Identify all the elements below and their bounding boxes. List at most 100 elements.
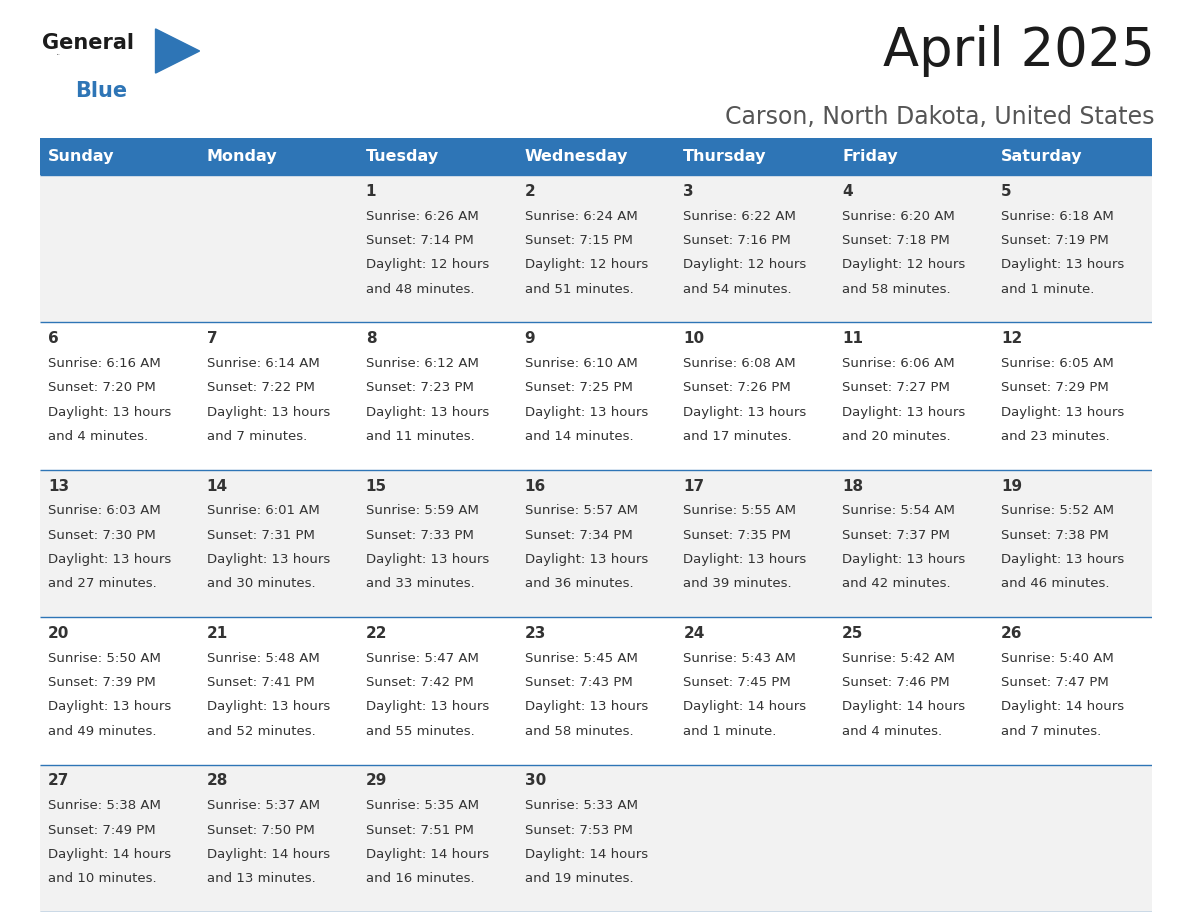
Text: Daylight: 14 hours: Daylight: 14 hours [525, 848, 647, 861]
Text: Daylight: 12 hours: Daylight: 12 hours [683, 258, 807, 272]
Text: Sunset: 7:30 PM: Sunset: 7:30 PM [48, 529, 156, 542]
Text: Daylight: 13 hours: Daylight: 13 hours [366, 700, 489, 713]
Text: and 4 minutes.: and 4 minutes. [48, 430, 148, 443]
Text: Sunrise: 6:18 AM: Sunrise: 6:18 AM [1001, 209, 1114, 223]
Text: Sunset: 7:35 PM: Sunset: 7:35 PM [683, 529, 791, 542]
Text: Sunrise: 5:40 AM: Sunrise: 5:40 AM [1001, 652, 1114, 665]
Text: 28: 28 [207, 774, 228, 789]
Bar [358, 138, 517, 175]
Text: 16: 16 [525, 478, 545, 494]
Text: Sunset: 7:19 PM: Sunset: 7:19 PM [1001, 234, 1108, 247]
Text: Sunset: 7:43 PM: Sunset: 7:43 PM [525, 677, 632, 689]
Text: 13: 13 [48, 478, 69, 494]
Text: and 23 minutes.: and 23 minutes. [1001, 430, 1110, 443]
Bar [40, 322, 1152, 470]
Text: Sunset: 7:38 PM: Sunset: 7:38 PM [1001, 529, 1108, 542]
Text: Sunrise: 6:01 AM: Sunrise: 6:01 AM [207, 504, 320, 518]
Text: Sunrise: 6:08 AM: Sunrise: 6:08 AM [683, 357, 796, 370]
Text: Sunset: 7:25 PM: Sunset: 7:25 PM [525, 381, 632, 395]
Text: Friday: Friday [842, 149, 898, 164]
Text: Daylight: 14 hours: Daylight: 14 hours [207, 848, 330, 861]
Text: Tuesday: Tuesday [366, 149, 438, 164]
Text: Daylight: 14 hours: Daylight: 14 hours [842, 700, 966, 713]
Text: and 52 minutes.: and 52 minutes. [207, 725, 316, 738]
Text: Sunrise: 6:03 AM: Sunrise: 6:03 AM [48, 504, 160, 518]
Text: 1: 1 [366, 184, 377, 199]
Text: Sunset: 7:26 PM: Sunset: 7:26 PM [683, 381, 791, 395]
Text: Sunday: Sunday [48, 149, 114, 164]
Text: Sunset: 7:53 PM: Sunset: 7:53 PM [525, 823, 632, 836]
Text: 25: 25 [842, 626, 864, 641]
Text: 18: 18 [842, 478, 864, 494]
Text: Sunset: 7:22 PM: Sunset: 7:22 PM [207, 381, 315, 395]
Text: Sunrise: 5:35 AM: Sunrise: 5:35 AM [366, 800, 479, 812]
Text: Daylight: 12 hours: Daylight: 12 hours [842, 258, 966, 272]
Text: 10: 10 [683, 331, 704, 346]
Text: and 11 minutes.: and 11 minutes. [366, 430, 474, 443]
Text: Carson, North Dakota, United States: Carson, North Dakota, United States [725, 105, 1155, 129]
Text: Sunrise: 6:24 AM: Sunrise: 6:24 AM [525, 209, 637, 223]
Text: Sunset: 7:47 PM: Sunset: 7:47 PM [1001, 677, 1108, 689]
Text: Sunset: 7:34 PM: Sunset: 7:34 PM [525, 529, 632, 542]
Text: and 17 minutes.: and 17 minutes. [683, 430, 792, 443]
Text: Sunrise: 5:42 AM: Sunrise: 5:42 AM [842, 652, 955, 665]
Text: Sunrise: 5:43 AM: Sunrise: 5:43 AM [683, 652, 796, 665]
Text: Daylight: 13 hours: Daylight: 13 hours [48, 406, 171, 419]
Bar [40, 617, 1152, 765]
Text: and 49 minutes.: and 49 minutes. [48, 725, 157, 738]
Text: 12: 12 [1001, 331, 1023, 346]
Text: Sunrise: 6:05 AM: Sunrise: 6:05 AM [1001, 357, 1114, 370]
Text: and 20 minutes.: and 20 minutes. [842, 430, 950, 443]
Text: Sunrise: 5:37 AM: Sunrise: 5:37 AM [207, 800, 320, 812]
Text: Daylight: 13 hours: Daylight: 13 hours [683, 553, 807, 566]
Text: and 36 minutes.: and 36 minutes. [525, 577, 633, 590]
Text: Sunset: 7:33 PM: Sunset: 7:33 PM [366, 529, 474, 542]
Text: Sunset: 7:29 PM: Sunset: 7:29 PM [1001, 381, 1108, 395]
Text: Sunrise: 5:54 AM: Sunrise: 5:54 AM [842, 504, 955, 518]
Text: General: General [42, 33, 133, 52]
Text: Daylight: 14 hours: Daylight: 14 hours [366, 848, 488, 861]
Text: Sunset: 7:14 PM: Sunset: 7:14 PM [366, 234, 473, 247]
Text: 3: 3 [683, 184, 694, 199]
Text: Sunrise: 5:52 AM: Sunrise: 5:52 AM [1001, 504, 1114, 518]
Text: Daylight: 13 hours: Daylight: 13 hours [366, 406, 489, 419]
Text: Sunset: 7:46 PM: Sunset: 7:46 PM [842, 677, 950, 689]
Text: Sunrise: 6:22 AM: Sunrise: 6:22 AM [683, 209, 796, 223]
Bar [198, 138, 358, 175]
Text: Daylight: 14 hours: Daylight: 14 hours [683, 700, 807, 713]
Text: and 48 minutes.: and 48 minutes. [366, 283, 474, 296]
Text: and 10 minutes.: and 10 minutes. [48, 872, 157, 885]
Text: 19: 19 [1001, 478, 1022, 494]
Text: 29: 29 [366, 774, 387, 789]
Text: 27: 27 [48, 774, 69, 789]
Text: Sunrise: 5:33 AM: Sunrise: 5:33 AM [525, 800, 638, 812]
Text: Sunset: 7:18 PM: Sunset: 7:18 PM [842, 234, 950, 247]
Text: 8: 8 [366, 331, 377, 346]
Polygon shape [156, 28, 200, 73]
Text: 30: 30 [525, 774, 545, 789]
Text: Sunset: 7:31 PM: Sunset: 7:31 PM [207, 529, 315, 542]
Text: and 1 minute.: and 1 minute. [1001, 283, 1094, 296]
Text: 24: 24 [683, 626, 704, 641]
Text: 21: 21 [207, 626, 228, 641]
Bar [40, 175, 1152, 322]
Text: Sunset: 7:51 PM: Sunset: 7:51 PM [366, 823, 474, 836]
Text: 9: 9 [525, 331, 535, 346]
Text: Daylight: 13 hours: Daylight: 13 hours [207, 700, 330, 713]
Text: Daylight: 13 hours: Daylight: 13 hours [207, 553, 330, 566]
Bar [40, 470, 1152, 617]
Text: Sunset: 7:41 PM: Sunset: 7:41 PM [207, 677, 315, 689]
Text: Daylight: 13 hours: Daylight: 13 hours [683, 406, 807, 419]
Text: 26: 26 [1001, 626, 1023, 641]
Text: Sunset: 7:42 PM: Sunset: 7:42 PM [366, 677, 473, 689]
Text: Sunset: 7:45 PM: Sunset: 7:45 PM [683, 677, 791, 689]
Text: 15: 15 [366, 478, 387, 494]
Text: 7: 7 [207, 331, 217, 346]
Text: and 39 minutes.: and 39 minutes. [683, 577, 792, 590]
Bar [834, 138, 993, 175]
Text: 23: 23 [525, 626, 546, 641]
Text: 22: 22 [366, 626, 387, 641]
Text: April: April [57, 54, 61, 55]
Text: and 19 minutes.: and 19 minutes. [525, 872, 633, 885]
Text: 4: 4 [842, 184, 853, 199]
